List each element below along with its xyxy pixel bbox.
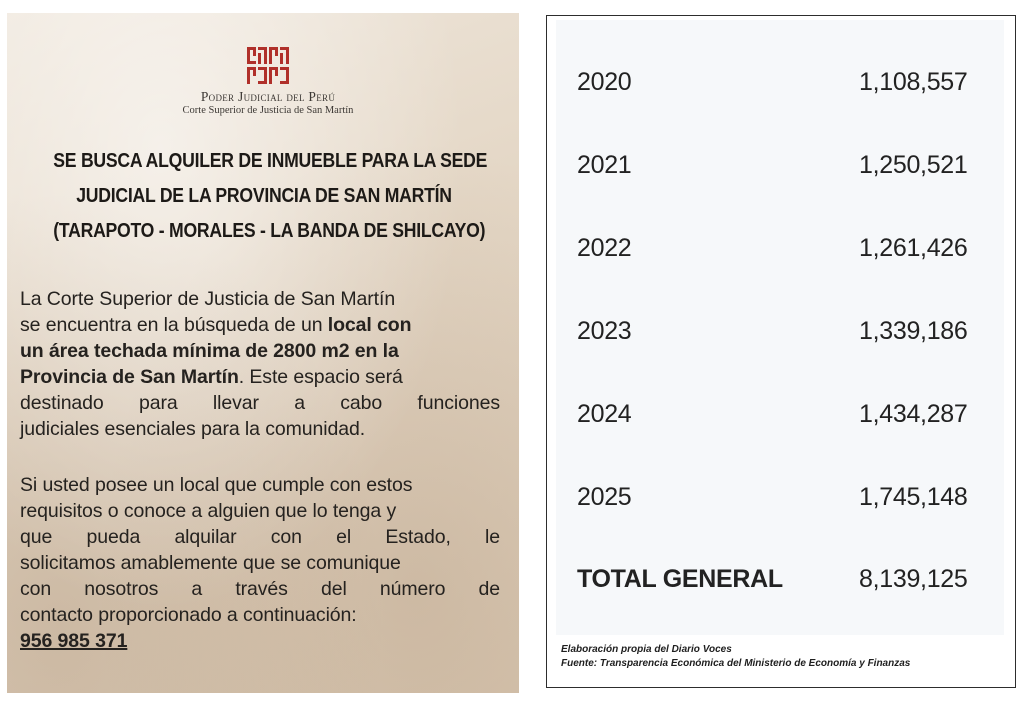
- notice-headline: SE BUSCA ALQUILER DE INMUEBLE PARA LA SE…: [53, 143, 488, 248]
- logo-subtitle: Corte Superior de Justicia de San Martín: [182, 105, 354, 116]
- table-row-value: 1,339,186: [859, 317, 968, 345]
- headline-line: SE BUSCA ALQUILER DE INMUEBLE PARA LA SE…: [53, 149, 488, 172]
- table-row: 2025 1,745,148: [567, 483, 997, 523]
- paragraph-line: destinado para llevar a cabo funciones: [20, 392, 500, 414]
- table-row: 2021 1,250,521: [567, 151, 997, 191]
- table-row-value: 1,250,521: [859, 151, 968, 179]
- headline-line: JUDICIAL DE LA PROVINCIA DE SAN MARTÍN: [76, 184, 452, 207]
- table-background: [556, 20, 1004, 635]
- budget-table-panel: 2020 1,108,557 2021 1,250,521 2022 1,261…: [546, 15, 1016, 688]
- contact-phone-number[interactable]: 956 985 371: [20, 630, 128, 652]
- headline-line: (TARAPOTO - MORALES - LA BANDA DE SHILCA…: [53, 219, 486, 242]
- table-row-year: 2022: [577, 234, 632, 262]
- paragraph-line: Si usted posee un local que cumple con e…: [20, 474, 413, 496]
- table-row-value: 1,261,426: [859, 234, 968, 262]
- footnote-source: Fuente: Transparencia Económica del Mini…: [561, 658, 911, 669]
- rental-notice: Poder Judicial del Perú Corte Superior d…: [7, 13, 519, 693]
- table-row: 2020 1,108,557: [567, 68, 997, 108]
- footnote-author: Elaboración propia del Diario Voces: [561, 644, 732, 655]
- table-row-value: 1,108,557: [859, 68, 968, 96]
- table-row-value: 1,745,148: [859, 483, 968, 511]
- table-row-value: 1,434,287: [859, 400, 968, 428]
- paragraph-line: judiciales esenciales para la comunidad.: [20, 418, 366, 440]
- table-row-year: 2024: [577, 400, 632, 428]
- paragraph-emphasis: local con: [327, 314, 412, 336]
- paragraph-text: se encuentra en la búsqueda de un: [20, 314, 328, 336]
- table-row-year: 2020: [577, 68, 632, 96]
- logo-name: Poder Judicial del Perú: [200, 89, 336, 104]
- paragraph-line: requisitos o conoce a alguien que lo ten…: [20, 500, 397, 522]
- paragraph-line: La Corte Superior de Justicia de San Mar…: [20, 288, 396, 310]
- paragraph-line: Provincia de San Martín. Este espacio se…: [20, 364, 500, 390]
- paragraph-emphasis: Provincia de San Martín: [20, 366, 239, 388]
- table-row: 2023 1,339,186: [567, 317, 997, 357]
- notice-paragraph-1: La Corte Superior de Justicia de San Mar…: [20, 286, 500, 442]
- paragraph-line: con nosotros a través del número de: [20, 578, 500, 600]
- table-footnote: Elaboración propia del Diario Voces Fuen…: [561, 643, 1011, 671]
- paragraph-line: que pueda alquilar con el Estado, le: [20, 526, 500, 548]
- table-total-value: 8,139,125: [859, 565, 968, 593]
- table-row-year: 2021: [577, 151, 632, 179]
- judicial-logo: Poder Judicial del Perú Corte Superior d…: [155, 45, 381, 137]
- table-row: 2022 1,261,426: [567, 234, 997, 274]
- paragraph-emphasis: un área techada mínima de 2800 m2 en la: [20, 340, 399, 362]
- paragraph-text: . Este espacio será: [238, 366, 403, 388]
- paragraph-line: se encuentra en la búsqueda de un local …: [20, 312, 500, 338]
- table-row-year: 2025: [577, 483, 632, 511]
- paragraph-line: contacto proporcionado a continuación:: [20, 604, 357, 626]
- table-total-row: TOTAL GENERAL 8,139,125: [567, 565, 997, 605]
- table-row-year: 2023: [577, 317, 632, 345]
- notice-paragraph-2: Si usted posee un local que cumple con e…: [20, 472, 500, 654]
- paragraph-line: solicitamos amablemente que se comunique: [20, 552, 401, 574]
- poder-judicial-emblem-icon: [247, 47, 289, 84]
- table-row: 2024 1,434,287: [567, 400, 997, 440]
- table-total-label: TOTAL GENERAL: [577, 565, 783, 593]
